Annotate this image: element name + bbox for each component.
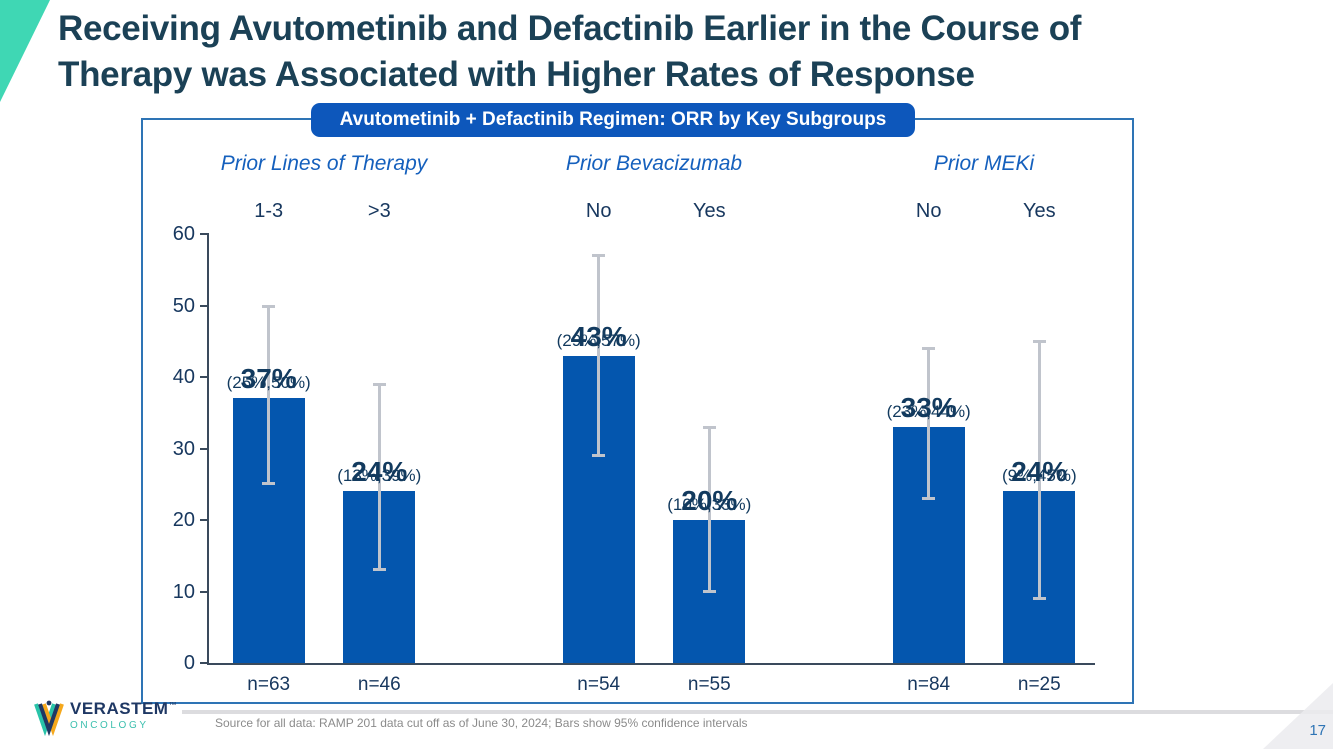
category-label: >3: [367, 200, 391, 222]
error-bar-line: [597, 255, 601, 456]
verastem-logo-icon: [34, 700, 64, 736]
bar-label-stack: 43% (29%,57%): [509, 298, 689, 352]
y-tick-label: 50: [172, 294, 195, 317]
ci-label: (25%,50%): [226, 373, 311, 393]
y-tick: [200, 590, 209, 593]
page-corner-wedge: [1263, 683, 1333, 749]
y-axis: [207, 234, 209, 665]
value-label: 33%: [900, 392, 957, 424]
error-bar-line: [377, 384, 381, 571]
value-label: 37%: [240, 363, 297, 395]
error-bar-cap-top: [922, 347, 936, 351]
page-number: 17: [1309, 722, 1326, 739]
y-tick: [200, 662, 209, 664]
chart-title-pill: Avutometinib + Defactinib Regimen: ORR b…: [311, 103, 915, 137]
value-label: 24%: [351, 456, 408, 488]
ci-label: (10%,33%): [667, 495, 752, 514]
slide-title-line-1: Receiving Avutometinib and Defactinib Ea…: [58, 9, 1082, 48]
y-tick-label: 0: [183, 652, 195, 674]
y-tick-label: 30: [172, 437, 195, 460]
bar-label-stack: 33% (23%,44%): [839, 369, 1019, 423]
error-bar-cap-top: [702, 426, 716, 430]
n-label: n=25: [1017, 674, 1061, 695]
subgroup-header: Prior Lines of Therapy: [220, 152, 428, 175]
error-bar-line: [1037, 341, 1041, 599]
value-label: 43%: [570, 320, 627, 352]
error-bar-cap-bottom: [922, 496, 936, 500]
error-bar-cap-top: [372, 383, 386, 387]
subgroup-header: Prior MEKi: [933, 152, 1035, 175]
bar-label-stack: 37% (25%,50%): [179, 340, 359, 394]
category-label: No: [585, 200, 612, 222]
bar-label-stack: 24% (9%,45%): [949, 433, 1129, 487]
verastem-logo-text: VERASTEM™ ONCOLOGY: [70, 700, 176, 731]
n-label: n=46: [357, 674, 401, 695]
y-tick: [200, 519, 209, 521]
y-tick: [200, 447, 209, 450]
bar-label-stack: 24% (13%,39%): [289, 433, 469, 487]
teal-corner-accent: [0, 0, 50, 102]
slide-title-line-2: Therapy was Associated with Higher Rates…: [58, 55, 975, 94]
footer-divider: [182, 710, 1333, 714]
category-label: Yes: [1022, 200, 1056, 222]
category-label: No: [915, 200, 942, 222]
y-tick-label: 10: [172, 580, 195, 603]
source-footnote: Source for all data: RAMP 201 data cut o…: [215, 716, 748, 730]
value-label: 20%: [681, 485, 738, 516]
x-axis: [207, 663, 1095, 665]
y-tick: [200, 233, 209, 235]
error-bar-line: [707, 427, 711, 592]
subgroup-header: Prior Bevacizumab: [565, 152, 743, 175]
error-bar-cap-bottom: [1032, 596, 1046, 600]
logo-trademark: ™: [168, 700, 177, 710]
error-bar-cap-bottom: [372, 568, 386, 572]
value-label: 24%: [1011, 456, 1068, 488]
logo-brand: VERASTEM: [70, 699, 169, 718]
error-bar-line: [267, 305, 271, 485]
error-bar-cap-top: [592, 254, 606, 258]
ci-label: (29%,57%): [556, 330, 641, 350]
error-bar-cap-bottom: [262, 482, 276, 486]
bar-label-stack: 20% (10%,33%): [619, 462, 799, 516]
y-tick: [200, 304, 209, 307]
category-label: Yes: [692, 200, 726, 222]
n-label: n=54: [577, 674, 621, 695]
y-tick: [200, 376, 209, 378]
error-bar-cap-bottom: [592, 453, 606, 457]
error-bar-cap-top: [262, 304, 276, 308]
n-label: n=84: [907, 674, 951, 695]
chart-title: Avutometinib + Defactinib Regimen: ORR b…: [339, 109, 887, 130]
error-bar-cap-bottom: [702, 589, 716, 593]
chart-panel: Avutometinib + Defactinib Regimen: ORR b…: [141, 103, 1134, 704]
y-tick-label: 60: [172, 223, 195, 245]
slide-title: Receiving Avutometinib and Defactinib Ea…: [58, 6, 1328, 98]
n-label: n=63: [247, 674, 291, 695]
y-tick-label: 20: [172, 509, 195, 531]
error-bar-cap-top: [1032, 340, 1046, 344]
plot-area: 0 10 20 30 40 50 60 Prior Lines of Therapy 1-3 37…: [143, 120, 1132, 702]
ci-label: (23%,44%): [886, 402, 971, 422]
error-bar-line: [927, 348, 931, 499]
n-label: n=55: [687, 674, 731, 695]
ci-label: (9%,45%): [1001, 466, 1077, 486]
category-label: 1-3: [254, 200, 284, 222]
logo-division: ONCOLOGY: [70, 720, 149, 731]
verastem-logo: VERASTEM™ ONCOLOGY: [34, 700, 176, 736]
y-tick-label: 40: [172, 366, 195, 388]
ci-label: (13%,39%): [337, 466, 422, 486]
